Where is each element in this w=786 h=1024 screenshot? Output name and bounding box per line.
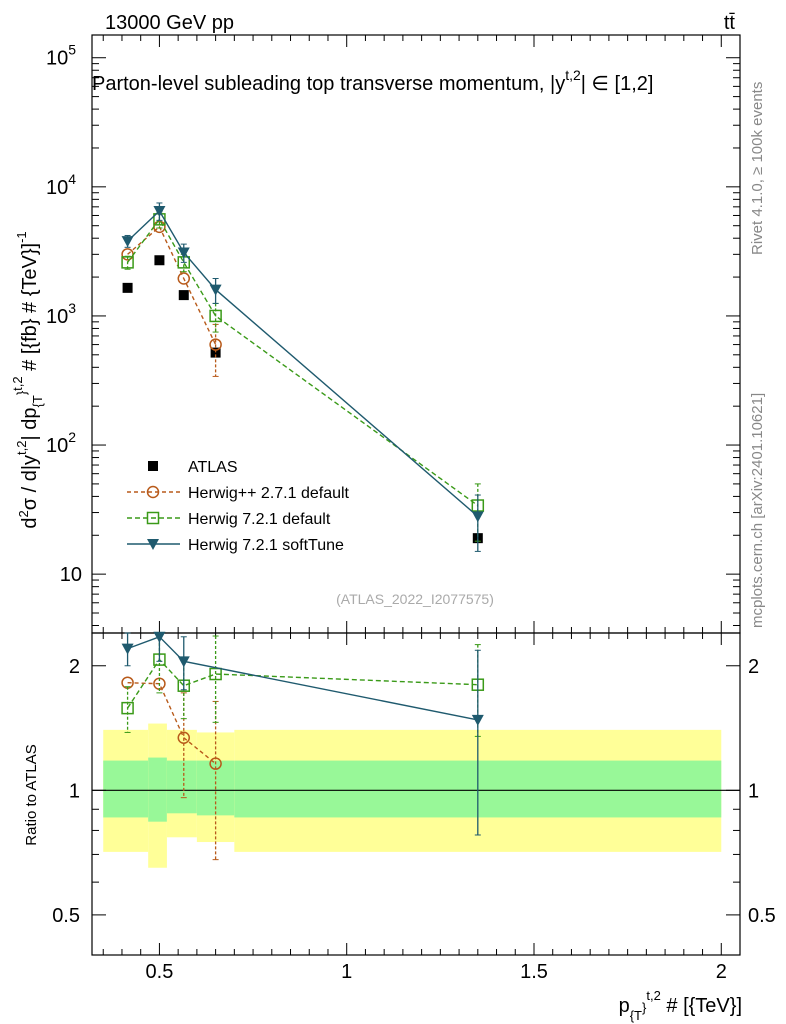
main-point-0-0 [122,282,133,293]
ratio-point-0-3 [209,757,222,770]
legend-label-0: ATLAS [188,459,238,476]
legend-marker-3 [147,539,159,550]
y-axis-label-main: d2σ / d|yt,2| dp{T}t,2 # [{fb} # {TeV}]-… [10,231,45,528]
ratio-point-1-3 [209,667,222,681]
legend-marker-0 [148,461,158,471]
y-tick-label-2: 103 [46,300,76,328]
main-y-ticks: 10 102 103 104 105 [46,42,740,627]
x-tick-label-3: 2 [716,961,727,983]
ratio-series-0 [121,676,222,861]
y-tick-exponent: 4 [68,171,76,187]
y-tick-label-1: 102 [46,429,76,457]
y-tick-exponent: 3 [68,300,76,316]
main-point-3-0 [121,236,134,248]
main-point-0-1 [154,255,165,266]
legend-marker-2 [146,511,160,525]
main-point-3-1 [153,205,166,217]
x-ticks: 0.5 1 1.5 2 [102,35,727,983]
y-tick-label-3: 104 [46,171,76,199]
main-series-3 [121,202,484,552]
ratio-y-ticks: 0.5 0.5 1 1 2 2 [52,656,776,927]
main-point-3-2 [177,247,190,259]
plot-title: Parton-level subleading top transverse m… [92,67,653,95]
ratio-line-2 [127,635,478,721]
source-label: mcplots.cern.ch [arXiv:2401.10621] [749,393,766,628]
main-point-3-3 [209,284,222,296]
rivet-label: Rivet 4.1.0, ≥ 100k events [749,82,766,255]
analysis-id: (ATLAS_2022_I2077575) [336,591,494,607]
ratio-panel: 0.5 1 1.5 2 0.5 0.5 1 1 2 2 [52,35,776,983]
y-tick-exponent: 5 [68,42,76,58]
x-tick-label-1: 1 [341,961,352,983]
legend-label-3: Herwig 7.2.1 softTune [188,537,344,554]
y-axis-label-ratio: Ratio to ATLAS [23,744,40,845]
main-point-0-2 [178,290,189,301]
legend-label-1: Herwig++ 2.7.1 default [188,485,350,502]
ratio-bands [103,723,722,868]
y-tick-exponent: 2 [68,429,76,445]
ratio-series-2 [121,631,484,836]
ratio-line-1 [126,658,478,709]
ratio-frame [91,632,741,956]
energy-label: 13000 GeV pp [105,12,234,34]
x-tick-label-2: 1.5 [520,961,548,983]
ratio-y-tick-label-left-0: 0.5 [52,905,80,927]
x-tick-label-0: 0.5 [146,961,174,983]
legend: ATLAS Herwig++ 2.7.1 default Herwig 7.2.1 … [127,459,350,554]
ratio-y-tick-label-right-0: 0.5 [748,905,776,927]
main-point-0-3 [210,347,221,358]
ratio-point-2-2 [177,656,190,668]
legend-marker-1 [146,485,160,499]
process-label: tt̄ [724,12,736,34]
ratio-y-tick-label-left-2: 2 [69,656,80,678]
ratio-point-0-2 [177,731,191,744]
main-point-1-2 [177,272,191,285]
band-inner-0 [103,760,149,818]
main-point-3-4 [471,511,484,523]
ratio-y-tick-label-right-2: 2 [748,656,759,678]
main-point-1-3 [209,338,222,351]
ratio-point-1-0 [121,701,134,715]
main-point-2-0 [121,256,134,269]
ratio-line-0 [127,682,217,765]
band-inner-1 [148,757,167,822]
legend-label-2: Herwig 7.2.1 default [188,511,331,528]
ratio-point-2-0 [121,643,134,655]
ratio-y-tick-label-right-1: 1 [748,780,759,802]
ratio-point-2-3 [471,714,484,726]
main-point-2-3 [209,309,222,323]
main-line-1 [127,225,217,345]
main-line-2 [127,218,479,507]
y-tick-label-4: 105 [46,42,76,70]
band-inner-2 [166,760,197,814]
ratio-y-tick-label-left-1: 1 [69,780,80,802]
ratio-point-2-1 [153,631,166,643]
y-tick-label-0: 10 [60,564,82,586]
x-axis-label: p{T}t,2 # [{TeV}] [619,988,742,1023]
